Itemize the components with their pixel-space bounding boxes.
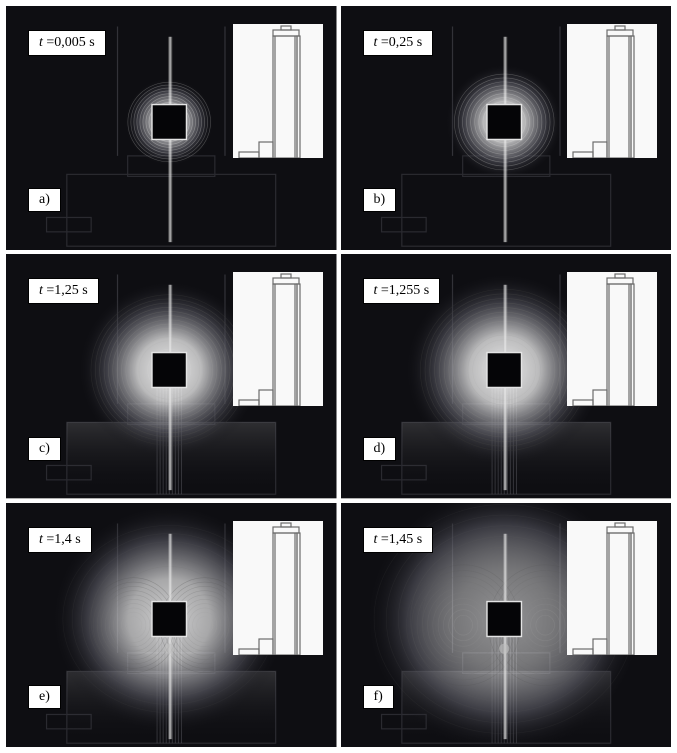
inset-svg <box>233 272 323 406</box>
inset-svg <box>567 24 657 158</box>
panel-f: t =1,45 s f) <box>341 503 672 747</box>
inset-d <box>567 272 657 406</box>
panel-letter-c: c) <box>28 437 61 461</box>
inset-svg <box>567 272 657 406</box>
time-label-f: t =1,45 s <box>363 527 434 553</box>
figure-grid: t =0,005 s a) t =0,25 s b) t =1,25 s c) … <box>0 0 677 753</box>
inset-svg <box>567 521 657 655</box>
panel-letter-e: e) <box>28 685 61 709</box>
time-label-b: t =0,25 s <box>363 30 434 56</box>
inset-f <box>567 521 657 655</box>
inset-svg <box>233 521 323 655</box>
panel-d: t =1,255 s d) <box>341 254 672 498</box>
panel-e: t =1,4 s e) <box>6 503 337 747</box>
inset-svg <box>233 24 323 158</box>
time-label-c: t =1,25 s <box>28 278 99 304</box>
time-label-e: t =1,4 s <box>28 527 92 553</box>
inset-e <box>233 521 323 655</box>
panel-letter-a: a) <box>28 188 61 212</box>
inset-a <box>233 24 323 158</box>
panel-letter-d: d) <box>363 437 397 461</box>
panel-b: t =0,25 s b) <box>341 6 672 250</box>
panel-letter-f: f) <box>363 685 394 709</box>
inset-c <box>233 272 323 406</box>
time-label-a: t =0,005 s <box>28 30 106 56</box>
inset-b <box>567 24 657 158</box>
panel-c: t =1,25 s c) <box>6 254 337 498</box>
panel-a: t =0,005 s a) <box>6 6 337 250</box>
panel-letter-b: b) <box>363 188 397 212</box>
time-label-d: t =1,255 s <box>363 278 441 304</box>
